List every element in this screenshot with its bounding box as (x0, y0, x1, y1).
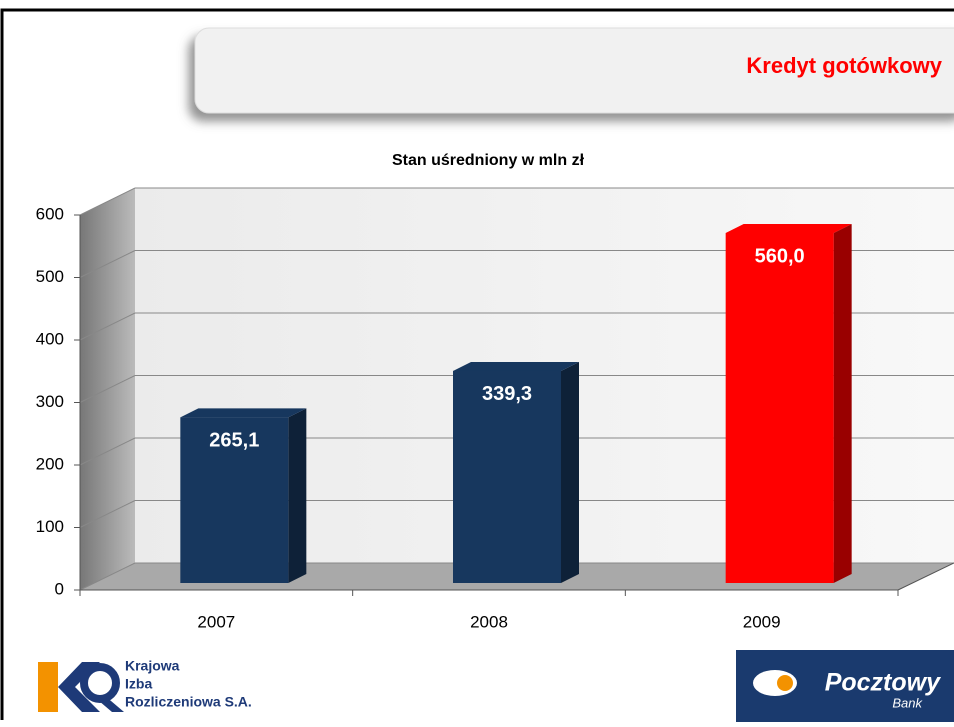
bar (180, 417, 289, 583)
bar-side (833, 224, 852, 583)
bank-name: Pocztowy (825, 669, 941, 697)
chart-title: Stan uśredniony w mln zł (392, 152, 585, 169)
y-tick-label: 200 (36, 454, 64, 473)
y-tick-label: 300 (36, 392, 64, 411)
x-tick-label: 2007 (197, 612, 235, 631)
grid-line (79, 375, 136, 403)
value-label: 265,1 (209, 430, 259, 452)
grid-line (79, 562, 136, 591)
bar-top (725, 224, 852, 233)
bank-logo: Pocztowy Bank (736, 650, 954, 722)
bar-top (453, 361, 579, 371)
kir-text: Rozliczeniowa S.A. (125, 694, 252, 710)
y-tick-label: 400 (36, 329, 64, 348)
kir-logo: Krajowa Izba Rozliczeniowa S.A. (38, 658, 252, 712)
header-title: Kredyt gotówkowy (746, 53, 942, 78)
bank-sub: Bank (892, 695, 923, 710)
y-tick-label: 600 (36, 204, 64, 223)
bar (453, 370, 561, 583)
x-tick-label: 2009 (743, 612, 781, 631)
grid-line (79, 187, 136, 216)
bar (725, 233, 834, 583)
bar-side (288, 408, 307, 583)
header-box (194, 27, 954, 114)
bar-top (180, 408, 307, 418)
floor-edge (897, 562, 954, 591)
value-label: 560,0 (755, 245, 805, 267)
grid-line (79, 500, 136, 528)
x-tick-label: 2008 (470, 612, 508, 631)
frame (0, 8, 954, 720)
kir-text: Krajowa (125, 658, 180, 674)
grid-line (79, 312, 136, 341)
bar-side (561, 361, 579, 583)
y-tick-label: 100 (36, 517, 64, 536)
kir-text: Izba (125, 676, 152, 692)
grid-line (79, 250, 136, 278)
value-label: 339,3 (482, 383, 532, 405)
grid-line (79, 437, 136, 466)
y-tick-label: 0 (55, 579, 64, 598)
y-tick-label: 500 (36, 267, 64, 286)
